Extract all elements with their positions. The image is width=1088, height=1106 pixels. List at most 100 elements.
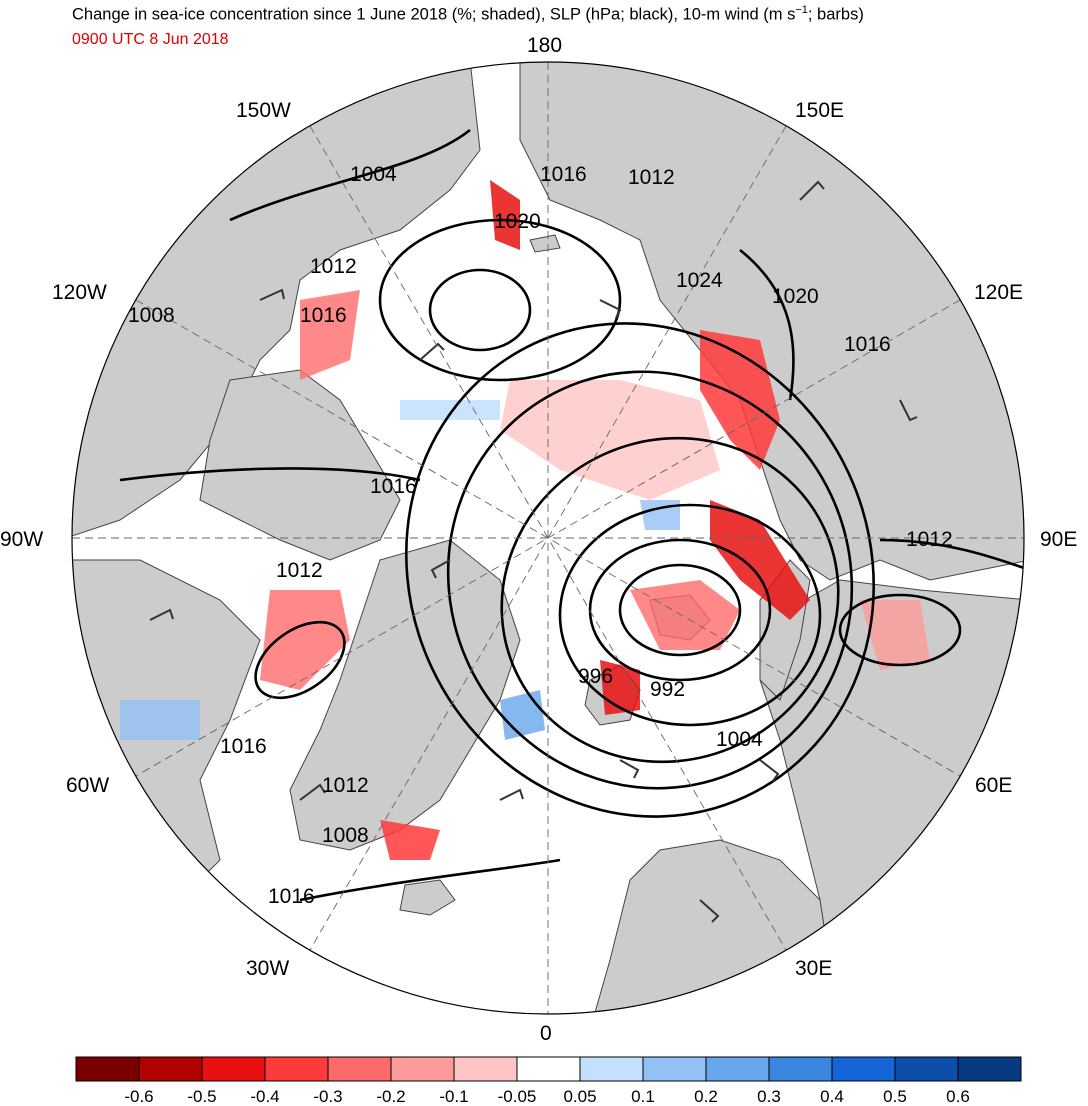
figure-timestamp: 0900 UTC 8 Jun 2018: [72, 31, 229, 48]
barb: [299, 783, 326, 801]
colorbar-tick-label: 0.6: [946, 1087, 970, 1106]
lon-label-30w: 30W: [246, 957, 289, 980]
colorbar-swatch: [957, 1056, 1022, 1082]
contour-low-996: [618, 563, 742, 657]
colorbar-swatch: [201, 1056, 266, 1082]
colorbar-swatch: [579, 1056, 644, 1082]
barb: [599, 299, 622, 319]
slp-label: 1008: [322, 824, 369, 847]
barb: [899, 399, 918, 422]
colorbar-tick-label: 0.05: [563, 1087, 596, 1106]
land-iceland: [399, 879, 456, 916]
barb: [149, 608, 174, 621]
colorbar-tick-label: 0.1: [631, 1087, 655, 1106]
slp-label: 992: [650, 678, 685, 701]
slp-label: 1012: [276, 559, 323, 582]
slp-label: 1008: [128, 304, 175, 327]
contour-baffin-low: [254, 620, 346, 700]
lon-label-60e: 60E: [975, 774, 1012, 797]
contour-1012-east: [879, 538, 1024, 572]
shade-greenland-sea-red: [380, 820, 440, 860]
contour-1016-south: [299, 858, 561, 902]
colorbar-tick-label: -0.3: [313, 1087, 342, 1106]
slp-label: 1004: [350, 163, 397, 186]
slp-label: 1016: [844, 333, 891, 356]
contour-high-1024: [428, 268, 532, 352]
colorbar-tick-label: -0.4: [250, 1087, 279, 1106]
colorbar-tick-label: 0.3: [757, 1087, 781, 1106]
contour-1016-west: [119, 467, 421, 482]
shade-central-blue: [400, 400, 500, 420]
graticule: [72, 62, 1024, 1014]
slp-label: 1016: [540, 163, 587, 186]
lon-label-150w: 150W: [236, 99, 291, 122]
map-boundary: [71, 61, 1025, 1015]
barb: [759, 759, 780, 782]
colorbar-swatch: [453, 1056, 518, 1082]
slp-label: 1020: [494, 210, 541, 233]
lon-label-0: 0: [540, 1022, 552, 1045]
lon-label-30e: 30E: [795, 957, 832, 980]
lon-label-60w: 60W: [66, 774, 109, 797]
slp-label: 1012: [628, 166, 675, 189]
colorbar-swatch: [705, 1056, 770, 1082]
shade-beaufort-red: [300, 290, 360, 380]
shade-barents-sea-pink: [860, 600, 930, 670]
contour-low-1008: [446, 370, 854, 790]
meridian-60: [135, 299, 961, 777]
ice-change-shading: [120, 180, 930, 860]
lon-label-150e: 150E: [795, 99, 844, 122]
colorbar-tick-label: -0.6: [124, 1087, 153, 1106]
colorbar-tick-label: -0.5: [187, 1087, 216, 1106]
colorbar-tick-label: 0.4: [820, 1087, 844, 1106]
slp-label: 1016: [300, 304, 347, 327]
slp-label: 1004: [716, 728, 763, 751]
longitude-label-group: 180 150W 150E 120W 120E 90W 90E 60W 60E …: [0, 34, 1077, 1045]
shade-baffin-red: [260, 590, 350, 690]
shade-hudson-blue: [120, 700, 200, 740]
lon-label-120e: 120E: [974, 281, 1023, 304]
shade-laptev-red: [700, 330, 780, 470]
colorbar-swatch: [264, 1056, 329, 1082]
slp-label: 996: [578, 665, 613, 688]
barb: [419, 342, 445, 361]
slp-label-group: 1004 1016 1012 1020 1012 1024 1020 1008 …: [128, 163, 953, 908]
colorbar-tick-label: 0.2: [694, 1087, 718, 1106]
lon-label-180: 180: [527, 34, 562, 57]
contour-low-1000: [558, 503, 822, 727]
contour-1020-east: [739, 248, 795, 401]
shade-kara-blue: [640, 500, 680, 530]
slp-label: 1012: [322, 774, 369, 797]
colorbar-swatch: [516, 1056, 581, 1082]
shade-kara-red: [710, 500, 810, 620]
barb: [259, 288, 285, 301]
colorbar: -0.6 -0.5 -0.4 -0.3 -0.2 -0.1 -0.05 0.05 0.1 0.2 0…: [75, 1056, 1022, 1106]
land-canadian-archipelago: [199, 369, 401, 561]
barb: [430, 559, 451, 579]
slp-label: 1016: [370, 475, 417, 498]
colorbar-swatch: [327, 1056, 392, 1082]
slp-label: 1016: [220, 735, 267, 758]
colorbar-tick-label: 0.5: [883, 1087, 907, 1106]
contour-1012-north: [229, 128, 471, 222]
barb: [799, 180, 825, 201]
figure-title: Change in sea-ice concentration since 1 …: [72, 4, 864, 24]
colorbar-swatch: [894, 1056, 959, 1082]
barb: [619, 759, 640, 779]
colorbar-tick-label: -0.1: [439, 1087, 468, 1106]
slp-label: 1020: [772, 285, 819, 308]
slp-label: 1012: [310, 255, 357, 278]
land-wrangel: [529, 234, 561, 253]
colorbar-swatch: [138, 1056, 203, 1082]
shade-barents-red: [630, 580, 740, 650]
colorbar-swatch: [831, 1056, 896, 1082]
colorbar-swatch: [768, 1056, 833, 1082]
slp-label: 1016: [268, 885, 315, 908]
lon-label-90w: 90W: [0, 528, 43, 551]
lon-label-90e: 90E: [1040, 528, 1077, 551]
shade-chukchi-red: [490, 180, 520, 250]
lon-label-120w: 120W: [52, 281, 107, 304]
slp-label: 1024: [676, 269, 723, 292]
colorbar-swatch: [75, 1056, 140, 1082]
